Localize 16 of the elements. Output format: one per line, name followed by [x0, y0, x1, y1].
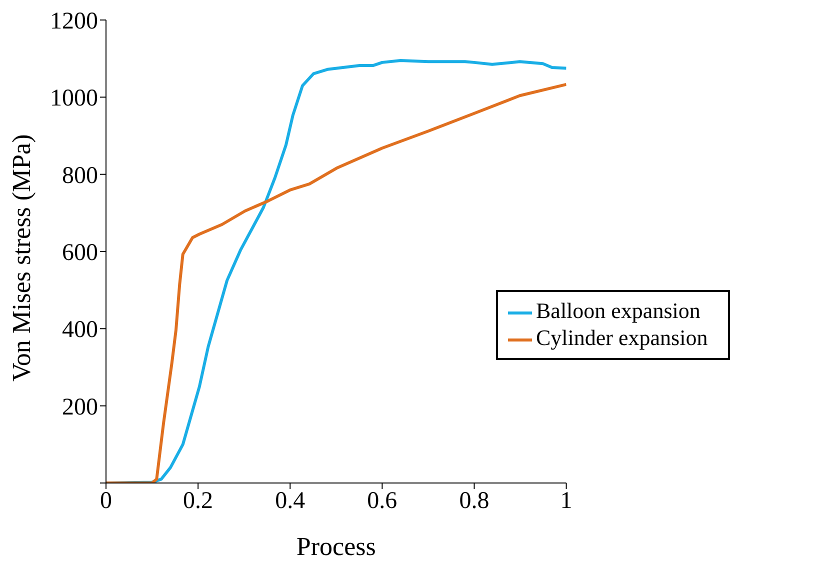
x-tick-label: 0.6	[367, 488, 398, 514]
x-tick-label: 0.8	[459, 488, 490, 514]
y-axis-title: Von Mises stress (MPa)	[7, 134, 36, 382]
x-tick-label: 0	[100, 488, 112, 514]
y-tick-label: 600	[62, 240, 98, 266]
y-tick-label: 1000	[50, 86, 98, 112]
x-tick-label: 1	[560, 488, 572, 514]
x-tick-label: 0.4	[275, 488, 306, 514]
y-tick-label: 800	[62, 162, 98, 189]
legend-label: Cylinder expansion	[536, 324, 708, 350]
legend-label: Balloon expansion	[536, 298, 700, 323]
x-axis-title: Process	[296, 532, 376, 561]
y-tick-label: 400	[62, 317, 98, 344]
y-tick-label: 200	[62, 394, 98, 420]
x-tick-label: 0.2	[183, 488, 214, 514]
y-tick-label: 1200	[50, 8, 98, 35]
